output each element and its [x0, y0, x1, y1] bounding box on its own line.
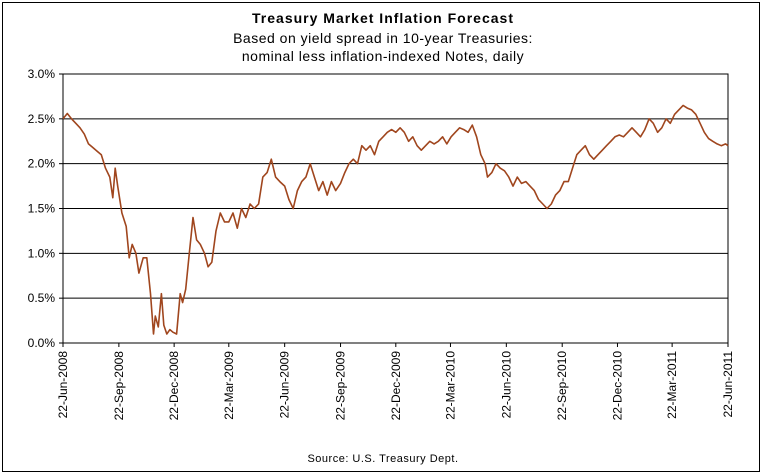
gridlines: [63, 118, 728, 299]
x-tick-label: 22-Jun-2009: [278, 351, 292, 419]
x-tick-label: 22-Sep-2008: [112, 351, 126, 421]
chart-subtitle-line-2: nominal less inflation-indexed Notes, da…: [241, 48, 525, 64]
x-tick-label: 22-Mar-2009: [222, 351, 236, 420]
x-axis-ticks: 22-Jun-2008 22-Sep-2008 22-Dec-2008 22-Mar-…: [56, 343, 735, 420]
y-tick-label: 2.0%: [28, 157, 56, 171]
x-tick-label: 22-Jun-2011: [721, 351, 735, 418]
y-tick-label: 1.0%: [28, 246, 56, 260]
x-tick-label: 22-Dec-2009: [389, 351, 403, 421]
y-tick-label: 3.0%: [28, 67, 56, 81]
y-tick-label: 0.0%: [28, 336, 56, 350]
y-axis-ticks: 0.0% 0.5% 1.0% 1.5% 2.0% 2.5% 3.0%: [28, 67, 63, 350]
y-tick-label: 0.5%: [28, 291, 56, 305]
chart-title: Treasury Market Inflation Forecast: [252, 10, 514, 26]
series-line-inflation-forecast: [62, 104, 729, 335]
chart-subtitle-line-1: Based on yield spread in 10-year Treasur…: [233, 30, 533, 46]
x-tick-label: 22-Jun-2010: [499, 351, 513, 419]
x-tick-label: 22-Dec-2010: [610, 351, 624, 421]
y-tick-label: 1.5%: [28, 202, 56, 216]
chart-source: Source: U.S. Treasury Dept.: [307, 453, 459, 465]
x-tick-label: 22-Jun-2008: [56, 351, 70, 419]
x-tick-label: 22-Dec-2008: [167, 351, 181, 421]
x-tick-label: 22-Mar-2010: [443, 351, 457, 420]
x-tick-label: 22-Sep-2010: [555, 351, 569, 421]
x-tick-label: 22-Sep-2009: [334, 351, 348, 421]
y-tick-label: 2.5%: [28, 112, 56, 126]
x-tick-label: 22-Mar-2011: [665, 351, 679, 419]
